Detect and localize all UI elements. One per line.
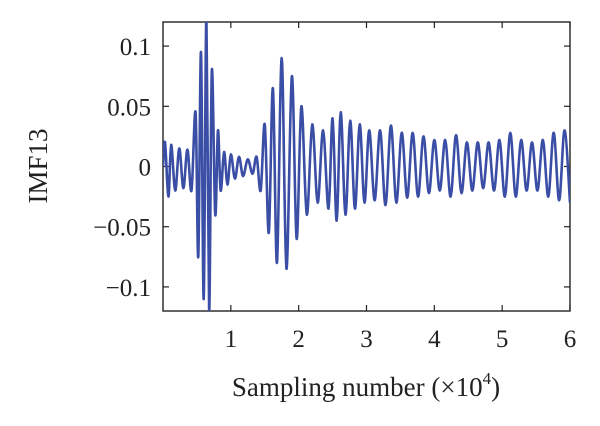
x-tick-label: 6 bbox=[564, 326, 577, 353]
y-tick-label: 0.1 bbox=[120, 34, 151, 61]
y-tick-label: −0.05 bbox=[93, 215, 151, 242]
x-axis-title: Sampling number (×104) bbox=[232, 369, 500, 402]
x-tick-label: 1 bbox=[225, 326, 238, 353]
y-tick-label: 0.05 bbox=[107, 94, 151, 121]
y-tick-label: −0.1 bbox=[106, 275, 151, 302]
y-tick-label: 0 bbox=[139, 155, 152, 182]
x-axis-title-suffix: ) bbox=[491, 372, 500, 402]
x-tick-label: 5 bbox=[496, 326, 509, 353]
x-axis: 1 2 3 4 5 6 bbox=[225, 22, 577, 353]
y-axis-title: IMF13 bbox=[23, 128, 53, 203]
x-tick-label: 4 bbox=[428, 326, 441, 353]
y-axis: 0.1 0.05 0 −0.05 −0.1 bbox=[93, 34, 570, 302]
series-layer bbox=[163, 22, 570, 311]
series-line bbox=[163, 22, 570, 311]
x-tick-label: 2 bbox=[292, 326, 305, 353]
x-axis-title-exponent: 4 bbox=[483, 369, 492, 388]
x-axis-title-main: Sampling number (×10 bbox=[232, 372, 483, 402]
x-tick-label: 3 bbox=[360, 326, 373, 353]
